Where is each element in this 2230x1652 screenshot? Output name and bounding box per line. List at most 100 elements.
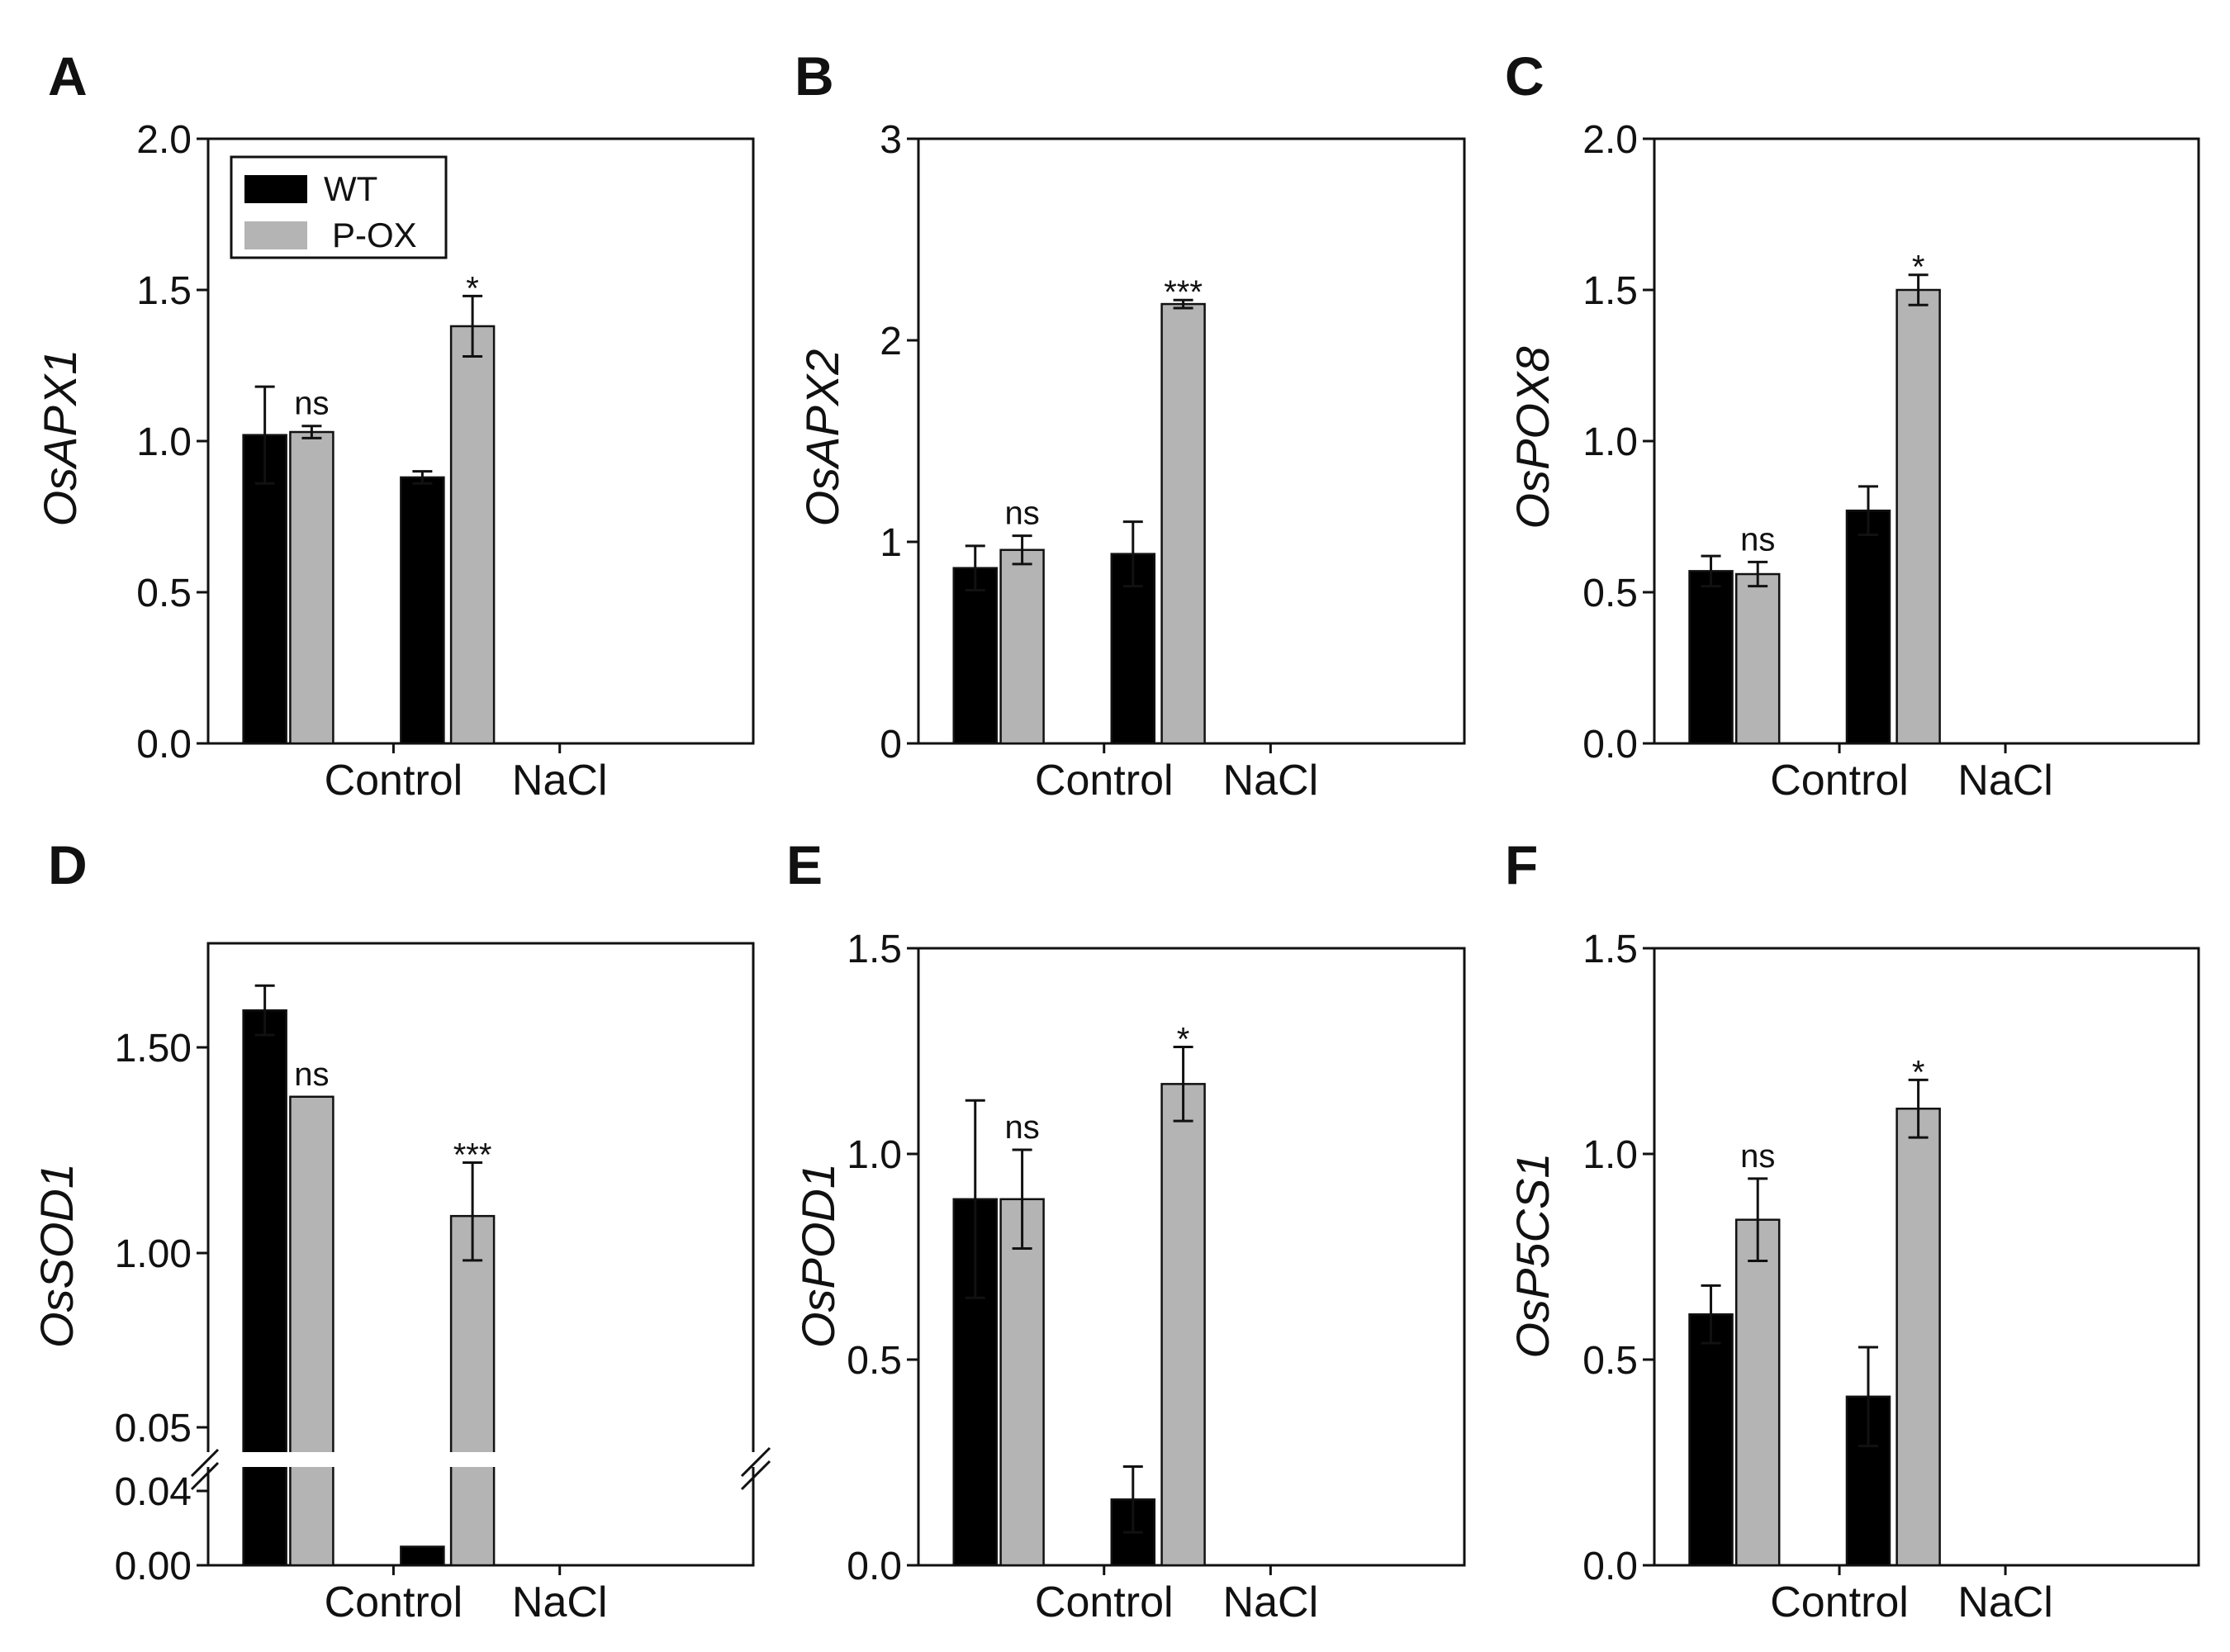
- axis-break-mark: [190, 1461, 220, 1491]
- bar-pox-nacl: [1160, 302, 1206, 745]
- panel-B: B 0 1 2 3 OsAPX2 Control NaCl ns ***: [795, 45, 1466, 805]
- y-tick-label: 0.05: [115, 1407, 192, 1450]
- panel-letter: A: [48, 45, 88, 107]
- significance-label: ns: [294, 1056, 329, 1093]
- x-category-label: Control: [1770, 757, 1909, 805]
- y-axis-label: OsPOX8: [1506, 347, 1559, 529]
- bar-pox-control: [1734, 1218, 1781, 1567]
- x-category-label: Control: [1770, 1578, 1909, 1626]
- y-tick-label: 3: [880, 118, 902, 162]
- bar-wt-nacl: [400, 1545, 445, 1567]
- y-tick-label: 2.0: [136, 118, 192, 162]
- x-category-label: Control: [1035, 1578, 1174, 1626]
- significance-label: *: [466, 270, 479, 306]
- axis-break-mark: [190, 1448, 220, 1478]
- y-axis-label: OsAPX2: [796, 349, 848, 527]
- y-tick-label: 1.0: [847, 1133, 902, 1177]
- axis-break-gap: [206, 1452, 755, 1467]
- panel-C: C 0.0 0.5 1.0 1.5 2.0 OsPOX8 Control NaCl ns *: [1505, 45, 2200, 805]
- y-tick-label: 2: [880, 320, 902, 363]
- y-tick-label: 1.0: [136, 420, 192, 464]
- y-tick-label: 0: [880, 723, 902, 767]
- x-category-label: NaCl: [1957, 1578, 2053, 1626]
- significance-label: ***: [453, 1137, 492, 1173]
- significance-label: *: [1177, 1022, 1190, 1058]
- y-tick-label: 1: [880, 521, 902, 565]
- y-tick-label: 0.5: [136, 572, 192, 615]
- panel-letter: D: [48, 834, 88, 895]
- x-category-label: Control: [325, 757, 463, 805]
- legend-swatch: [244, 175, 307, 203]
- legend-label: P-OX: [332, 216, 417, 254]
- significance-label: ns: [1740, 521, 1775, 558]
- x-category-label: NaCl: [512, 757, 608, 805]
- y-tick-label: 1.5: [136, 269, 192, 313]
- y-tick-label: 1.0: [1582, 1133, 1638, 1177]
- y-axis-label: OsAPX1: [34, 349, 86, 527]
- bar-wt-control: [242, 1009, 287, 1567]
- legend-swatch: [244, 221, 307, 249]
- y-tick-label: 1.5: [1582, 928, 1638, 971]
- y-tick-label: 0.5: [1582, 572, 1638, 615]
- y-axis-label: OsPOD1: [792, 1163, 844, 1348]
- bar-pox-nacl: [1160, 1083, 1206, 1567]
- x-category-label: NaCl: [1223, 757, 1319, 805]
- bar-pox-control: [999, 1198, 1045, 1567]
- significance-label: ns: [1004, 1109, 1039, 1146]
- bar-wt-control: [952, 567, 998, 745]
- y-tick-label: 0.0: [136, 723, 192, 767]
- panel-F: F 0.0 0.5 1.0 1.5 OsP5CS1 Control NaCl ns *: [1505, 834, 2200, 1626]
- panel-A: A 0.0 0.5 1.0 1.5 2.0 OsAPX1 Control NaCl ns * WT P-…: [34, 45, 755, 805]
- bar-wt-control: [1688, 570, 1734, 745]
- x-category-label: Control: [1035, 757, 1174, 805]
- bar-pox-control: [1734, 572, 1781, 745]
- significance-label: ns: [1740, 1138, 1775, 1175]
- bar-wt-control: [1688, 1313, 1734, 1567]
- bar-pox-nacl: [1896, 1107, 1941, 1567]
- legend-label: WT: [324, 169, 377, 208]
- x-category-label: Control: [325, 1578, 463, 1626]
- y-axis-label: OsSOD1: [31, 1163, 83, 1348]
- panel-D: D 0.00 0.04 0.05 1.00 1.50 OsSOD1 Control NaCl ns…: [31, 834, 771, 1626]
- y-tick-label: 0.5: [1582, 1339, 1638, 1383]
- legend: WT P-OX: [230, 155, 448, 259]
- bar-wt-control: [242, 434, 287, 745]
- panel-E: E 0.0 0.5 1.0 1.5 OsPOD1 Control NaCl ns *: [786, 834, 1466, 1626]
- panel-letter: F: [1505, 834, 1538, 895]
- significance-label: ***: [1164, 274, 1203, 311]
- bar-pox-control: [999, 548, 1045, 745]
- axis-break-mark: [740, 1446, 771, 1478]
- x-category-label: NaCl: [512, 1578, 608, 1626]
- y-tick-label: 0.00: [115, 1545, 192, 1588]
- y-tick-label: 0.04: [115, 1470, 192, 1514]
- y-tick-label: 0.5: [847, 1339, 902, 1383]
- panel-letter: E: [786, 834, 823, 895]
- y-tick-label: 1.0: [1582, 420, 1638, 464]
- significance-label: *: [1912, 1054, 1925, 1090]
- y-tick-label: 1.00: [115, 1232, 192, 1276]
- axis-break-mark: [740, 1460, 771, 1491]
- y-tick-label: 1.50: [115, 1027, 192, 1070]
- y-tick-label: 0.0: [1582, 1545, 1638, 1588]
- bar-pox-nacl: [1896, 288, 1941, 745]
- bar-pox-nacl: [449, 325, 496, 745]
- bar-wt-nacl: [400, 476, 445, 745]
- y-tick-label: 1.5: [1582, 269, 1638, 313]
- significance-label: ns: [294, 386, 329, 422]
- bar-wt-nacl: [1845, 509, 1891, 745]
- significance-label: *: [1912, 249, 1925, 286]
- bar-pox-control: [289, 1095, 334, 1567]
- y-tick-label: 2.0: [1582, 118, 1638, 162]
- y-tick-label: 0.0: [1582, 723, 1638, 767]
- panel-letter: B: [795, 45, 834, 107]
- y-tick-label: 0.0: [847, 1545, 902, 1588]
- significance-label: ns: [1004, 496, 1039, 532]
- bar-pox-control: [289, 430, 334, 745]
- x-category-label: NaCl: [1223, 1578, 1319, 1626]
- x-category-label: NaCl: [1957, 757, 2053, 805]
- panel-letter: C: [1505, 45, 1544, 107]
- y-tick-label: 1.5: [847, 928, 902, 971]
- y-axis-label: OsP5CS1: [1506, 1153, 1559, 1359]
- bar-pox-nacl: [449, 1214, 496, 1567]
